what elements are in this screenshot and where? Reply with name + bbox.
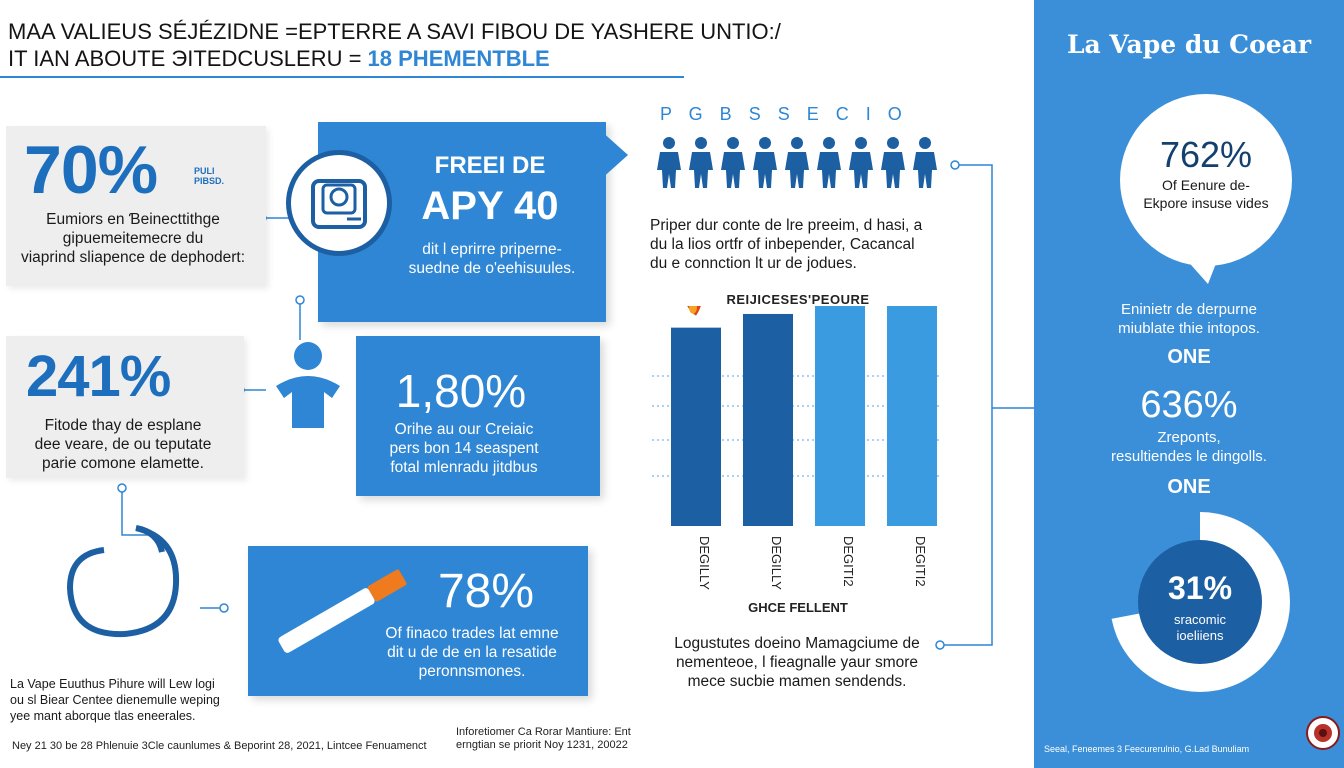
person-figure-icon: [849, 137, 873, 188]
bar-chart: DEGILLY DEGILLY DEGITI2 DEGITI2: [652, 306, 940, 590]
flame-core: [689, 306, 697, 314]
chart-bar: [815, 306, 865, 526]
people-text: Priper dur conte de lre preeim, d hasi, …: [650, 217, 923, 272]
sidebar-title: La Vape du Coear: [1066, 30, 1312, 59]
callout-3-big: 78%: [437, 565, 535, 618]
sidebar-one-label-2: ONE: [1167, 476, 1211, 498]
stat-1-value: 70%: [24, 132, 158, 208]
callout-1-headline: FREEI DE: [434, 152, 546, 179]
cigarette-icon: [278, 569, 407, 653]
speech-bubble: [1120, 94, 1292, 284]
spiral-caption: La Vape Euuthus Pihure will Lew logi ou …: [10, 677, 220, 723]
callout-3-text: Of finaco trades lat emne dit u de de en…: [385, 625, 559, 680]
callout-2-text: Orihe au our Creiaic pers bon 14 seaspen…: [389, 421, 539, 476]
chart-title: REIJICESES'PEOURE: [726, 292, 870, 307]
title-line-2: IT IAN ABOUTE ЭITEDCUSLERU = 18 PHEMENTB…: [8, 45, 781, 72]
chart-bar: [887, 306, 937, 526]
chart-bar: [743, 313, 793, 526]
seal-icon: [1306, 716, 1340, 750]
chart-caption: Logustutes doeino Mamagciume de nementeo…: [674, 635, 920, 690]
sidebar-stat-value: 636%: [1140, 384, 1238, 426]
callout-1-big: APY 40: [421, 184, 559, 228]
sidebar-one-label-1: ONE: [1167, 346, 1211, 368]
callout-2-big: 1,80%: [395, 365, 527, 417]
stat-card-1: [6, 126, 266, 286]
flame-icon: [687, 306, 701, 316]
sidebar-bubble-text: Of Eenure de- Ekpore insuse vides: [1143, 177, 1269, 211]
sidebar-mid-text: Eninietr de derpurne miublate thie intop…: [1118, 301, 1260, 337]
sidebar-donut-text: sracomic ioeliiens: [1173, 612, 1226, 643]
person-figure-icon: [785, 137, 809, 188]
chart-category-label: DEGITI2: [913, 536, 928, 587]
page-title: MAA VALIEUS SÉJÉZIDNE =EPTERRE A SAVI FI…: [8, 18, 781, 72]
sidebar-donut-value: 31%: [1167, 570, 1233, 606]
person-figure-icon: [657, 137, 681, 188]
sidebar-stat-text: Zreponts, resultiendes le dingolls.: [1111, 429, 1267, 465]
stat-1-text: Eumiors en Ɓeinecttithge gipuemeitemecre…: [20, 211, 246, 266]
callout-1-pointer: [600, 130, 628, 180]
callout-card-3: [248, 546, 588, 696]
person-figure-icon: [753, 137, 777, 188]
chart-x-label: GHCE FELLENT: [748, 600, 848, 615]
title-line-2-prefix: IT IAN ABOUTE ЭITEDCUSLERU =: [8, 46, 368, 71]
person-figure-icon: [913, 137, 937, 188]
callout-card-2: [356, 336, 600, 496]
people-row: [654, 136, 944, 188]
stat-1-small-label: PULI PIBSD.: [194, 166, 225, 186]
camera-icon: [311, 179, 367, 229]
stat-2-value: 241%: [26, 344, 171, 409]
person-figure-icon: [881, 137, 905, 188]
people-letters: P G B S S E C I O: [660, 104, 908, 124]
footer-left: Ney 21 30 be 28 Phlenuie 3Cle caunlumes …: [12, 740, 427, 752]
camera-icon-circle: [286, 150, 392, 256]
chart-bar: [671, 327, 721, 526]
sidebar-bubble-value: 762%: [1159, 134, 1253, 175]
person-figure-icon: [721, 137, 745, 188]
chart-category-label: DEGILLY: [697, 536, 712, 590]
person-figure-icon: [817, 137, 841, 188]
chart-category-label: DEGITI2: [841, 536, 856, 587]
stat-card-2: [6, 336, 244, 478]
stat-2-text: Fitode thay de esplane dee veare, de ou …: [34, 417, 212, 472]
person-icon: [276, 342, 340, 428]
person-figure-icon: [689, 137, 713, 188]
footer-mid: Inforetiomer Ca Rorar Mantiure: Ent erng…: [456, 726, 631, 751]
sidebar-footer: Seeal, Feneemes 3 Feecurerulnio, G.Lad B…: [1044, 744, 1250, 754]
donut-chart: [1110, 512, 1290, 692]
callout-1-text: dit l eprirre priperne- suedne de o'eehi…: [408, 241, 576, 277]
title-line-2-highlight: 18 PHEMENTBLE: [367, 46, 550, 71]
title-line-1: MAA VALIEUS SÉJÉZIDNE =EPTERRE A SAVI FI…: [8, 19, 781, 44]
spiral-icon: [66, 525, 180, 638]
chart-category-label: DEGILLY: [769, 536, 784, 590]
donut-center: [1138, 540, 1262, 664]
title-divider: [0, 76, 684, 78]
